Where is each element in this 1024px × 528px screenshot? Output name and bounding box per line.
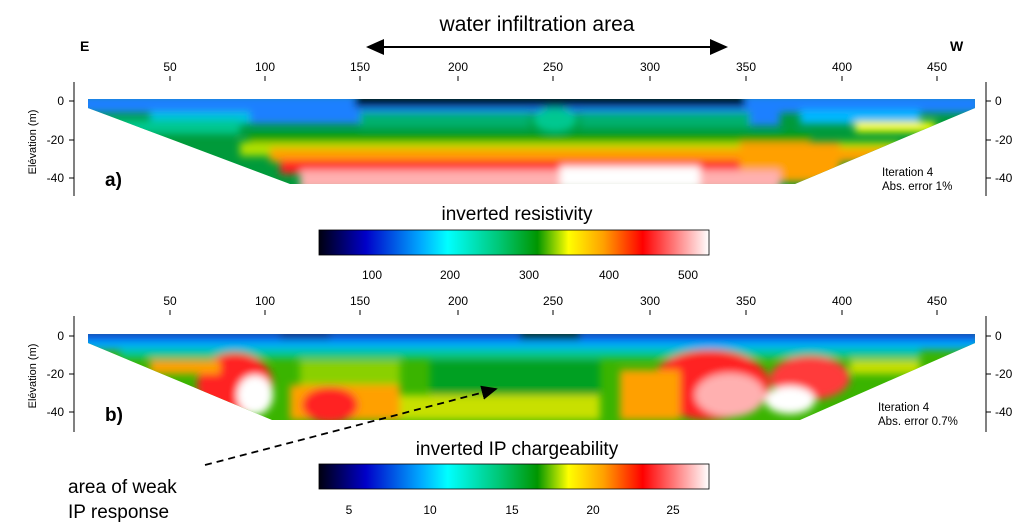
depth-tick-label: -20 [47,367,65,381]
colorbar-tick: 300 [519,268,539,282]
colorbar-tick: 20 [586,503,600,517]
annotation-line-2: IP response [68,502,169,523]
colorbar-a [318,229,710,256]
colorbar-tick: 400 [599,268,619,282]
x-tick-label: 200 [448,294,468,308]
depth-tick-label: -20 [995,367,1013,381]
west-label: W [950,38,964,54]
colorbar-tick: 5 [346,503,353,517]
x-axis-a: 50 100 150 200 250 300 350 400 450 [163,60,947,81]
infiltration-title: water infiltration area [439,13,635,36]
colorbar-b-ticks: 5 10 15 20 25 [346,503,680,517]
annotation-arrow [204,385,498,466]
panel-b-error: Abs. error 0.7% [878,416,958,428]
x-tick-label: 100 [255,60,275,74]
east-label: E [80,38,89,54]
depth-tick-label: -40 [995,405,1013,419]
depth-tick-label: -20 [47,133,65,147]
y-axis-label: Elévation (m) [27,110,39,175]
depth-tick-label: 0 [995,329,1002,343]
depth-tick-label: 0 [57,94,64,108]
panel-a-error: Abs. error 1% [882,181,952,193]
panel-b-label: b) [105,405,123,426]
y-axis-a: 0 -20 -40 0 -20 -40 Elévation (m) [27,82,1013,196]
colorbar-tick: 100 [362,268,382,282]
x-tick-label: 300 [640,60,660,74]
depth-tick-label: -40 [47,405,65,419]
x-axis-b: 50 100 150 200 250 300 350 400 450 [163,294,947,315]
colorbar-a-title: inverted resistivity [442,204,593,225]
depth-tick-label: -40 [47,171,65,185]
colorbar-tick: 25 [666,503,680,517]
x-tick-label: 100 [255,294,275,308]
colorbar-tick: 10 [423,503,437,517]
depth-tick-label: -40 [995,171,1013,185]
x-tick-label: 450 [927,294,947,308]
colorbar-tick: 200 [440,268,460,282]
x-tick-label: 250 [543,60,563,74]
x-tick-label: 150 [350,294,370,308]
colorbar-a-ticks: 100 200 300 400 500 [362,268,698,282]
x-tick-label: 50 [163,60,177,74]
depth-tick-label: 0 [995,94,1002,108]
x-tick-label: 400 [832,60,852,74]
colorbar-b-title: inverted IP chargeability [416,439,619,460]
x-tick-label: 150 [350,60,370,74]
x-tick-label: 350 [736,294,756,308]
y-axis-label: Elévation (m) [27,344,39,409]
depth-tick-label: 0 [57,329,64,343]
x-tick-label: 450 [927,60,947,74]
x-tick-label: 200 [448,60,468,74]
annotation-line-1: area of weak [68,477,177,498]
panel-a-label: a) [105,170,122,191]
colorbar-b [318,463,710,490]
x-tick-label: 300 [640,294,660,308]
x-tick-label: 250 [543,294,563,308]
y-axis-b: 0 -20 -40 0 -20 -40 Elévation (m) [27,316,1013,432]
resistivity-section [88,99,975,184]
panel-a-iteration: Iteration 4 [882,167,934,179]
panel-b-iteration: Iteration 4 [878,402,930,414]
x-tick-label: 350 [736,60,756,74]
chargeability-section [88,334,975,420]
x-tick-label: 50 [163,294,177,308]
colorbar-tick: 15 [505,503,519,517]
x-tick-label: 400 [832,294,852,308]
depth-tick-label: -20 [995,133,1013,147]
colorbar-tick: 500 [678,268,698,282]
